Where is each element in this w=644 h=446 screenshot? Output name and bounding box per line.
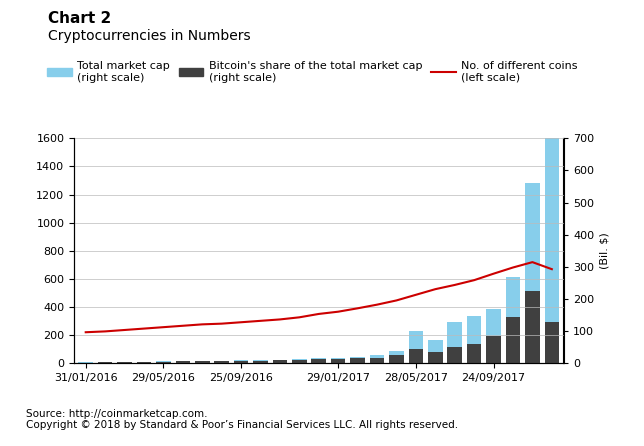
No. of different coins
(left scale) — [101, 329, 109, 334]
Bar — [176, 361, 190, 363]
Line: No. of different coins
(left scale): No. of different coins (left scale) — [86, 262, 552, 332]
No. of different coins
(left scale) — [354, 306, 361, 311]
Y-axis label: (Bil. $): (Bil. $) — [600, 232, 610, 269]
No. of different coins
(left scale) — [412, 292, 420, 297]
Bar — [486, 310, 501, 363]
No. of different coins
(left scale) — [334, 309, 342, 314]
No. of different coins
(left scale) — [160, 325, 167, 330]
No. of different coins
(left scale) — [548, 267, 556, 272]
Bar — [525, 183, 540, 363]
Bar — [350, 358, 365, 363]
Bar — [195, 361, 209, 363]
Bar — [156, 361, 171, 363]
Bar — [408, 349, 423, 363]
Bar — [545, 96, 559, 363]
Bar — [312, 359, 326, 363]
Bar — [428, 352, 442, 363]
No. of different coins
(left scale) — [198, 322, 206, 327]
Bar — [253, 361, 268, 363]
Bar — [408, 331, 423, 363]
No. of different coins
(left scale) — [470, 277, 478, 283]
Bar — [176, 361, 190, 363]
No. of different coins
(left scale) — [140, 326, 148, 331]
Bar — [117, 362, 132, 363]
Bar — [370, 358, 384, 363]
No. of different coins
(left scale) — [373, 302, 381, 307]
Bar — [272, 359, 287, 363]
Bar — [486, 336, 501, 363]
Bar — [292, 359, 307, 363]
No. of different coins
(left scale) — [257, 318, 265, 323]
Bar — [467, 316, 482, 363]
No. of different coins
(left scale) — [120, 327, 128, 333]
Bar — [272, 360, 287, 363]
Bar — [448, 347, 462, 363]
No. of different coins
(left scale) — [509, 265, 517, 270]
No. of different coins
(left scale) — [296, 314, 303, 320]
No. of different coins
(left scale) — [431, 286, 439, 292]
Bar — [448, 322, 462, 363]
No. of different coins
(left scale) — [82, 330, 90, 335]
Bar — [234, 360, 249, 363]
No. of different coins
(left scale) — [179, 323, 187, 328]
Bar — [389, 355, 404, 363]
Bar — [370, 355, 384, 363]
Bar — [312, 358, 326, 363]
Bar — [234, 361, 249, 363]
Bar — [137, 362, 151, 363]
Text: Cryptocurrencies in Numbers: Cryptocurrencies in Numbers — [48, 29, 251, 43]
Bar — [79, 362, 93, 363]
Text: Source: http://coinmarketcap.com.
Copyright © 2018 by Standard & Poor’s Financia: Source: http://coinmarketcap.com. Copyri… — [26, 409, 458, 430]
Bar — [137, 362, 151, 363]
Legend: Total market cap
(right scale), Bitcoin's share of the total market cap
(right s: Total market cap (right scale), Bitcoin'… — [48, 61, 578, 83]
Bar — [98, 362, 113, 363]
No. of different coins
(left scale) — [393, 298, 401, 303]
No. of different coins
(left scale) — [315, 311, 323, 317]
Bar — [350, 357, 365, 363]
No. of different coins
(left scale) — [489, 271, 497, 277]
No. of different coins
(left scale) — [276, 317, 284, 322]
Bar — [331, 358, 345, 363]
Bar — [506, 317, 520, 363]
No. of different coins
(left scale) — [218, 321, 225, 326]
Bar — [117, 362, 132, 363]
Bar — [98, 362, 113, 363]
Bar — [545, 322, 559, 363]
Bar — [428, 340, 442, 363]
No. of different coins
(left scale) — [237, 320, 245, 325]
Bar — [506, 277, 520, 363]
Bar — [467, 344, 482, 363]
Bar — [195, 361, 209, 363]
No. of different coins
(left scale) — [529, 260, 536, 265]
Bar — [292, 359, 307, 363]
Bar — [331, 359, 345, 363]
Bar — [214, 361, 229, 363]
Text: Chart 2: Chart 2 — [48, 11, 111, 26]
Bar — [156, 362, 171, 363]
Bar — [214, 361, 229, 363]
Bar — [525, 291, 540, 363]
Bar — [389, 351, 404, 363]
No. of different coins
(left scale) — [451, 282, 459, 288]
Bar — [253, 360, 268, 363]
